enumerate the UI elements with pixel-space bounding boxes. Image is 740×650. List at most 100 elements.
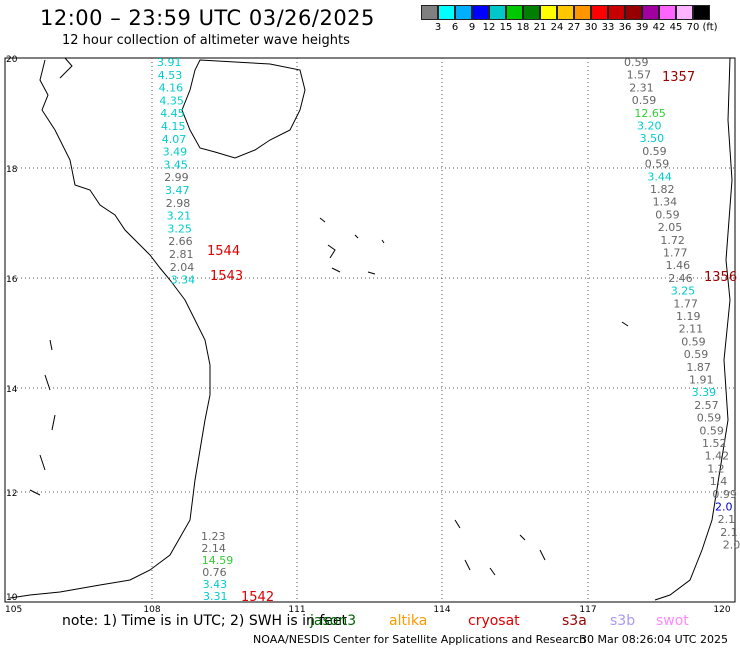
track-east-value: 0.99	[712, 488, 737, 501]
track-east-value: 1.2	[707, 462, 725, 475]
legend-swatch	[438, 5, 455, 20]
track-west-value: 3.49	[163, 146, 188, 159]
track-east-value: 0.59	[642, 145, 667, 158]
track-east-value: 0.59	[624, 56, 649, 69]
track-east-value: 2.31	[629, 81, 654, 94]
legend-label: 9	[468, 22, 476, 33]
lat-tick-label: 20	[6, 55, 18, 65]
gulf-west-islands	[29, 339, 56, 496]
pass-time-label: 1357	[662, 70, 695, 85]
track-west-value: 4.16	[159, 82, 184, 95]
legend-swatch	[472, 5, 489, 20]
map-frame	[4, 57, 736, 603]
track-west-value: 2.66	[168, 235, 193, 248]
satellite-swot: swot	[656, 613, 689, 629]
legend-label: 42	[652, 22, 666, 33]
track-east-value: 3.25	[671, 285, 696, 298]
legend-label: 39	[635, 22, 649, 33]
track-west-value: 3.91	[157, 56, 182, 69]
legend-label: 36	[618, 22, 632, 33]
vietnam-coast-north	[59, 57, 73, 79]
track-east-value: 1.52	[702, 437, 727, 450]
pass-time-label: 1544	[207, 244, 240, 259]
legend-swatch	[693, 5, 710, 20]
track-sw-value: 0.76	[202, 566, 227, 579]
track-east-value: 1.87	[686, 361, 711, 374]
legend-label: 15	[499, 22, 513, 33]
track-east-value: 2.46	[668, 272, 693, 285]
track-east-value: 2.57	[694, 399, 719, 412]
track-east-value: 0.59	[632, 94, 657, 107]
satellite-s3b: s3b	[610, 613, 636, 629]
pass-time-label: 1356	[704, 270, 737, 285]
track-east-value: 3.39	[692, 386, 717, 399]
track-east-value: 0.59	[645, 158, 670, 171]
lon-tick-label: 111	[288, 605, 305, 615]
track-west-value: 4.15	[161, 120, 186, 133]
legend-swatch	[523, 5, 540, 20]
lon-tick-label: 117	[579, 605, 596, 615]
track-east-value: 1.57	[627, 69, 652, 82]
legend-swatch	[540, 5, 557, 20]
track-sw-value: 3.43	[203, 578, 228, 591]
satellite-s3a: s3a	[562, 613, 587, 629]
legend-swatch	[421, 5, 438, 20]
page-title: 12:00 – 23:59 UTC 03/26/2025	[40, 6, 375, 30]
track-west-value: 3.47	[165, 184, 190, 197]
footer-timestamp: 30 Mar 08:26:04 UTC 2025	[580, 633, 728, 646]
lat-tick-label: 14	[6, 385, 18, 395]
legend-swatch	[591, 5, 608, 20]
track-west-value: 3.25	[167, 222, 192, 235]
track-east-value: 2.1	[720, 526, 738, 539]
legend-swatch	[489, 5, 506, 20]
legend-swatch	[642, 5, 659, 20]
track-east-value: 1.4	[710, 475, 728, 488]
track-east-value: 2.0	[715, 501, 733, 514]
track-west-value: 2.99	[164, 171, 189, 184]
lon-tick-label: 105	[5, 605, 22, 615]
track-east-value: 1.77	[673, 297, 698, 310]
track-sw-value: 3.31	[203, 590, 228, 603]
track-west-value: 4.07	[162, 133, 187, 146]
wave-height-color-legend	[421, 5, 710, 20]
satellite-cryosat: cryosat	[468, 613, 520, 629]
track-east-value: 0.59	[697, 412, 722, 425]
legend-label: 12	[482, 22, 496, 33]
track-west-value: 3.21	[167, 210, 192, 223]
lon-tick-label: 108	[143, 605, 160, 615]
legend-swatch	[625, 5, 642, 20]
track-east-value: 1.19	[676, 310, 701, 323]
track-west-value: 2.81	[169, 248, 194, 261]
pass-time-label: 1543	[210, 269, 243, 284]
lat-tick-label: 18	[6, 165, 18, 175]
track-sw-value: 1.23	[201, 530, 226, 543]
track-sw-value: 14.59	[202, 554, 234, 567]
legend-label: (ft)	[702, 22, 718, 33]
lat-tick-label: 16	[6, 275, 18, 285]
track-east-value: 1.82	[650, 183, 675, 196]
page-subtitle: 12 hour collection of altimeter wave hei…	[62, 33, 350, 48]
track-east-value: 2.0	[723, 539, 740, 552]
track-east-value: 1.42	[705, 450, 730, 463]
legend-label: 6	[451, 22, 459, 33]
track-sw-value: 2.14	[201, 542, 226, 555]
legend-swatch	[455, 5, 472, 20]
track-east-value: 0.59	[684, 348, 709, 361]
spratly-islands	[454, 321, 629, 576]
track-east-value: 0.59	[655, 208, 680, 221]
legend-label: 27	[567, 22, 581, 33]
track-west-value: 4.53	[158, 69, 183, 82]
legend-label: 33	[601, 22, 615, 33]
legend-swatch	[608, 5, 625, 20]
track-west-value: 3.45	[163, 158, 188, 171]
legend-swatch	[506, 5, 523, 20]
track-west-value: 2.04	[170, 261, 195, 274]
legend-label: 21	[533, 22, 547, 33]
track-east-value: 0.59	[681, 335, 706, 348]
coastline	[9, 57, 733, 601]
vietnam-coast	[9, 59, 211, 599]
legend-label: 30	[584, 22, 598, 33]
hainan-island	[181, 59, 306, 159]
track-east-value: 3.20	[637, 120, 662, 133]
